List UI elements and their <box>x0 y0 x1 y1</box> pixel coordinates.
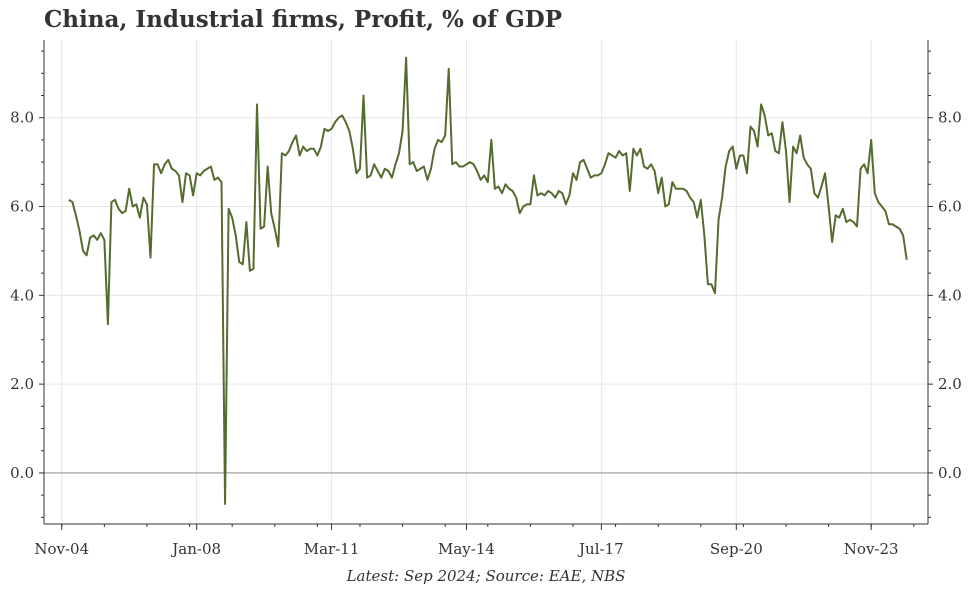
chart-title: China, Industrial firms, Profit, % of GD… <box>44 6 563 33</box>
x-tick-label: Sep-20 <box>710 540 763 558</box>
y-tick-label-left: 8.0 <box>10 109 34 127</box>
y-tick-label-right: 2.0 <box>938 375 962 393</box>
x-tick-label: May-14 <box>438 540 495 558</box>
y-tick-label-left: 6.0 <box>10 198 34 216</box>
y-tick-label-right: 0.0 <box>938 464 962 482</box>
gridlines <box>44 40 928 524</box>
y-tick-label-right: 4.0 <box>938 286 962 304</box>
y-tick-label-right: 6.0 <box>938 198 962 216</box>
x-tick-label: Jul-17 <box>577 540 624 558</box>
y-tick-label-left: 2.0 <box>10 375 34 393</box>
source-note: Latest: Sep 2024; Source: EAE, NBS <box>346 567 626 585</box>
x-tick-label: Mar-11 <box>304 540 360 558</box>
series-line <box>68 56 908 506</box>
y-tick-label-left: 4.0 <box>10 286 34 304</box>
series-layer <box>68 56 908 506</box>
y-tick-label-left: 0.0 <box>10 464 34 482</box>
x-tick-label: Nov-04 <box>34 540 89 558</box>
tick-labels: 0.0 0.0 2.0 2.0 4.0 4.0 6.0 6.0 8.0 8.0 Nov-04 Jan-… <box>10 109 962 558</box>
axes <box>39 40 933 530</box>
y-tick-label-right: 8.0 <box>938 109 962 127</box>
x-tick-label: Jan-08 <box>170 540 221 558</box>
x-tick-label: Nov-23 <box>844 540 899 558</box>
